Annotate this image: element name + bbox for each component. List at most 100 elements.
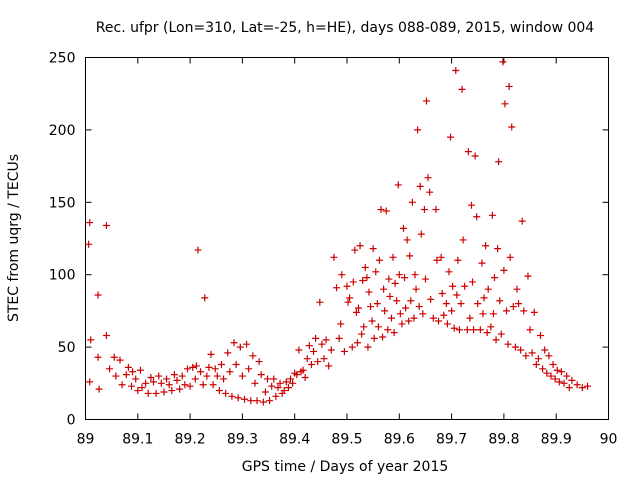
data-point xyxy=(293,371,301,379)
data-point xyxy=(191,375,199,383)
data-point xyxy=(94,291,102,299)
data-point xyxy=(316,298,324,306)
data-point xyxy=(192,362,200,370)
data-point xyxy=(353,339,361,347)
data-point xyxy=(228,392,236,400)
data-point xyxy=(333,284,341,292)
y-tick-label: 150 xyxy=(49,195,76,211)
data-point xyxy=(520,307,528,315)
x-axis-label: GPS time / Days of year 2015 xyxy=(242,459,449,475)
data-point xyxy=(509,303,517,311)
data-point xyxy=(363,274,371,282)
data-point xyxy=(102,332,110,340)
data-point xyxy=(327,346,335,354)
data-point xyxy=(203,372,211,380)
data-point xyxy=(259,398,267,406)
data-point xyxy=(217,360,225,368)
data-point xyxy=(435,317,443,325)
x-tick-label: 89.3 xyxy=(227,432,258,448)
data-point xyxy=(337,320,345,328)
data-point xyxy=(222,389,230,397)
data-point xyxy=(414,126,422,134)
data-point xyxy=(138,384,146,392)
data-point xyxy=(565,384,573,392)
data-point xyxy=(517,346,525,354)
data-point xyxy=(134,387,142,395)
data-point xyxy=(557,368,565,376)
data-point xyxy=(364,343,372,351)
data-point xyxy=(340,347,348,355)
data-point xyxy=(386,292,394,300)
data-point xyxy=(419,310,427,318)
data-point xyxy=(352,308,360,316)
data-point xyxy=(236,343,244,351)
data-point xyxy=(240,395,248,403)
data-point xyxy=(289,379,297,387)
data-point xyxy=(381,307,389,315)
chart-title: Rec. ufpr (Lon=310, Lat=-25, h=HE), days… xyxy=(96,20,595,36)
data-point xyxy=(232,360,240,368)
data-point xyxy=(299,366,307,374)
data-point xyxy=(355,304,363,312)
data-point xyxy=(473,213,481,221)
data-point xyxy=(360,323,368,331)
data-point xyxy=(183,365,191,373)
data-point xyxy=(136,366,144,374)
data-point xyxy=(356,242,364,250)
data-point xyxy=(450,324,458,332)
x-tick-label: 89.7 xyxy=(436,432,467,448)
data-point xyxy=(261,388,269,396)
data-point xyxy=(318,340,326,348)
data-point xyxy=(247,397,255,405)
data-point xyxy=(500,266,508,274)
data-point xyxy=(505,82,513,90)
data-point xyxy=(380,285,388,293)
data-point xyxy=(499,58,507,66)
data-point xyxy=(410,314,418,322)
y-tick-label: 200 xyxy=(49,123,76,139)
data-point xyxy=(330,253,338,261)
data-point xyxy=(189,363,197,371)
data-point xyxy=(411,271,419,279)
data-point xyxy=(295,346,303,354)
data-point xyxy=(129,368,137,376)
data-point xyxy=(406,252,414,260)
data-point xyxy=(489,310,497,318)
data-point xyxy=(351,246,359,254)
data-point xyxy=(584,382,592,390)
data-point xyxy=(301,374,309,382)
data-point xyxy=(385,275,393,283)
data-point xyxy=(447,133,455,141)
data-point xyxy=(547,372,555,380)
data-point xyxy=(530,308,538,316)
x-tick-label: 89.9 xyxy=(541,432,572,448)
data-point xyxy=(394,181,402,189)
data-point xyxy=(442,300,450,308)
data-point xyxy=(496,297,504,305)
x-tick-label: 90 xyxy=(600,432,618,448)
axis-ticks: 89 89.1 89.2 89.3 89.4 89.5 89.6 89.7 89.8 89.9 90… xyxy=(49,51,618,448)
data-point xyxy=(401,274,409,282)
data-point xyxy=(415,303,423,311)
data-point xyxy=(438,290,446,298)
data-point xyxy=(578,384,586,392)
data-point xyxy=(524,272,532,280)
data-point xyxy=(492,336,500,344)
data-point xyxy=(224,349,232,357)
data-point xyxy=(344,298,352,306)
data-point xyxy=(568,376,576,384)
data-point xyxy=(461,282,469,290)
data-point xyxy=(555,378,563,386)
data-point xyxy=(320,355,328,363)
data-point xyxy=(426,188,434,196)
data-point xyxy=(338,271,346,279)
data-point xyxy=(335,334,343,342)
data-point xyxy=(142,379,150,387)
data-point xyxy=(490,274,498,282)
data-point xyxy=(160,388,168,396)
plot-frame xyxy=(85,57,609,420)
data-point xyxy=(539,365,547,373)
data-point xyxy=(518,217,526,225)
data-point xyxy=(170,371,178,379)
